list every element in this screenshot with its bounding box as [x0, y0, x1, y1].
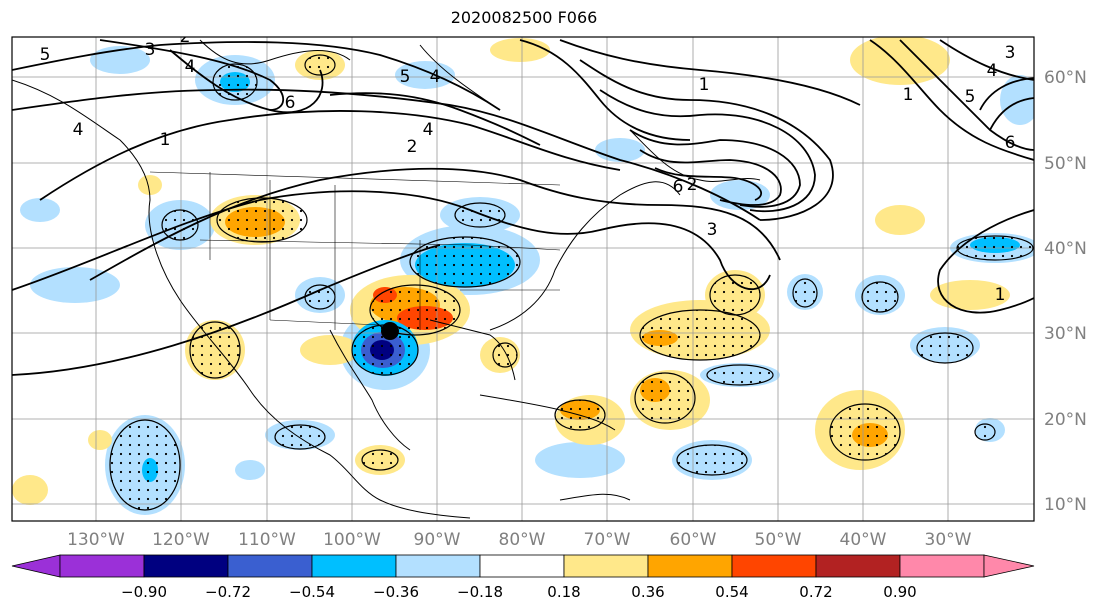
- contour-label: 2: [407, 137, 418, 157]
- colorbar-max-arrow: [983, 554, 1035, 578]
- map-frame: [11, 36, 1035, 522]
- contour-label: 1: [995, 285, 1006, 305]
- colorbar-tick-label: −0.18: [457, 583, 503, 601]
- lon-label: 100°W: [323, 530, 381, 550]
- lon-label: 70°W: [584, 530, 631, 550]
- lon-label: 40°W: [840, 530, 887, 550]
- lon-label: 90°W: [414, 530, 461, 550]
- colorbar-tick-label: 0.36: [631, 583, 664, 601]
- contour-label: 4: [423, 120, 434, 140]
- storm-center-dot: [381, 322, 399, 340]
- colorbar-min-arrow: [11, 554, 61, 578]
- colorbar-tick-label: −0.72: [205, 583, 251, 601]
- lat-label: 20°N: [1044, 410, 1087, 430]
- colorbar-tick-label: 0.54: [715, 583, 748, 601]
- contour-label: 6: [673, 177, 684, 197]
- lon-label: 120°W: [152, 530, 210, 550]
- colorbar-tick-label: 0.18: [547, 583, 580, 601]
- contour-label: 6: [285, 93, 296, 113]
- lon-label: 50°W: [755, 530, 802, 550]
- colorbar-tick-label: −0.36: [373, 583, 419, 601]
- lat-label: 30°N: [1044, 324, 1087, 344]
- contour-label: 3: [707, 220, 718, 240]
- colorbar-tick-label: 0.90: [883, 583, 916, 601]
- lat-label: 60°N: [1044, 68, 1087, 88]
- contour-label: 1: [903, 85, 914, 105]
- lat-label: 10°N: [1044, 495, 1087, 515]
- lat-label: 50°N: [1044, 154, 1087, 174]
- lon-label: 30°W: [925, 530, 972, 550]
- colorbar-tick-label: −0.90: [121, 583, 167, 601]
- contour-label: 4: [987, 61, 998, 81]
- contour-label: 5: [40, 45, 51, 65]
- significance-stipple: [109, 54, 1034, 511]
- contour-label: 5: [965, 87, 976, 107]
- colorbar-tick-labels: −0.90 −0.72 −0.54 −0.36 −0.18 0.18 0.36 …: [121, 583, 917, 601]
- contour-label: 2: [687, 175, 698, 195]
- contour-label: 6: [1005, 133, 1016, 153]
- lon-label: 80°W: [499, 530, 546, 550]
- contour-label: 4: [185, 57, 196, 77]
- longitude-labels: 130°W 120°W 110°W 100°W 90°W 80°W 70°W 6…: [67, 530, 972, 550]
- contour-label: 3: [1005, 43, 1016, 63]
- colorbar-tick-label: 0.72: [799, 583, 832, 601]
- lon-label: 60°W: [670, 530, 717, 550]
- colorbar: [11, 554, 1035, 578]
- lon-label: 110°W: [238, 530, 296, 550]
- colorbar-tick-label: −0.54: [289, 583, 335, 601]
- contour-label: 2: [180, 27, 191, 47]
- latitude-labels: 60°N 50°N 40°N 30°N 20°N 10°N: [1044, 68, 1087, 515]
- contour-label: 1: [160, 130, 171, 150]
- height-contours: [12, 39, 1034, 376]
- contour-label: 5: [400, 67, 411, 87]
- contour-labels: 5 3 2 4 6 5 4 4 2 1 1 2 3 4 5 6 1 1 3 4 …: [40, 27, 1016, 305]
- contour-label: 4: [73, 120, 84, 140]
- map-title: 2020082500 F066: [450, 8, 598, 27]
- contour-label: 4: [430, 67, 441, 87]
- contour-label: 1: [699, 75, 710, 95]
- lat-label: 40°N: [1044, 239, 1087, 259]
- contour-label: 3: [145, 40, 156, 60]
- lon-label: 130°W: [67, 530, 125, 550]
